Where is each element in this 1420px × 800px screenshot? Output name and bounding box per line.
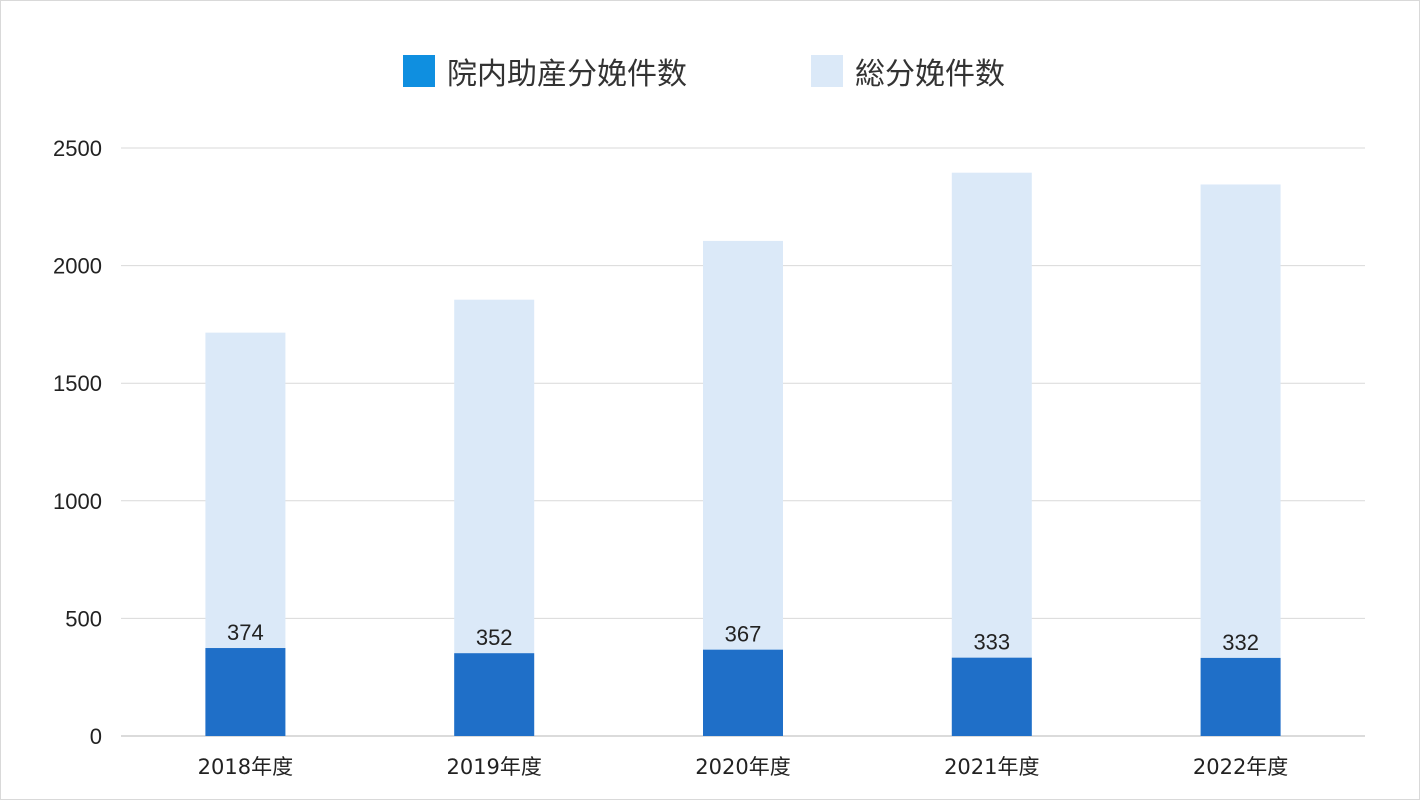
data-label-in-hospital-midwifery-births: 352 — [476, 625, 513, 650]
data-label-in-hospital-midwifery-births: 367 — [725, 622, 762, 647]
bar-in-hospital-midwifery-births-2 — [703, 649, 783, 736]
data-label-in-hospital-midwifery-births: 333 — [973, 630, 1010, 655]
legend-item-in-hospital-midwifery-births: 院内助産分娩件数 — [403, 51, 687, 92]
bar-in-hospital-midwifery-births-0 — [205, 648, 286, 736]
legend-label-in-hospital-midwifery-births: 院内助産分娩件数 — [447, 57, 687, 92]
data-label-in-hospital-midwifery-births: 374 — [227, 620, 264, 645]
legend-label-total-births: 総分娩件数 — [855, 57, 1005, 92]
x-category-label: 2022年度 — [1193, 755, 1288, 779]
legend-swatch-in-hospital-midwifery-births — [403, 55, 435, 87]
legend: 院内助産分娩件数 総分娩件数 — [1, 51, 1420, 92]
x-category-label: 2018年度 — [198, 755, 293, 779]
x-category-label: 2019年度 — [446, 755, 541, 779]
y-tick-label: 500 — [65, 606, 102, 631]
legend-item-total-births: 総分娩件数 — [811, 51, 1005, 92]
y-tick-label: 0 — [90, 724, 102, 749]
bar-total-births-4 — [1200, 184, 1281, 736]
legend-swatch-total-births — [811, 55, 843, 87]
bars — [205, 172, 1281, 737]
x-axis-category-labels: 2018年度 2019年度 2020年度 2021年度 2022年度 — [198, 755, 1289, 779]
y-tick-label: 1500 — [53, 371, 102, 396]
x-category-label: 2021年度 — [944, 755, 1039, 779]
data-labels: 374 352 367 333 332 — [227, 620, 1259, 655]
y-axis-tick-labels: 0 500 1000 1500 2000 2500 — [53, 136, 102, 749]
bar-total-births-3 — [951, 172, 1032, 737]
y-tick-label: 1000 — [53, 489, 102, 514]
bar-in-hospital-midwifery-births-3 — [951, 657, 1032, 736]
bar-in-hospital-midwifery-births-1 — [454, 653, 535, 736]
x-category-label: 2020年度 — [695, 755, 790, 779]
y-tick-label: 2000 — [53, 254, 102, 279]
data-label-in-hospital-midwifery-births: 332 — [1222, 630, 1259, 655]
bar-in-hospital-midwifery-births-4 — [1200, 657, 1281, 736]
y-tick-label: 2500 — [53, 136, 102, 161]
